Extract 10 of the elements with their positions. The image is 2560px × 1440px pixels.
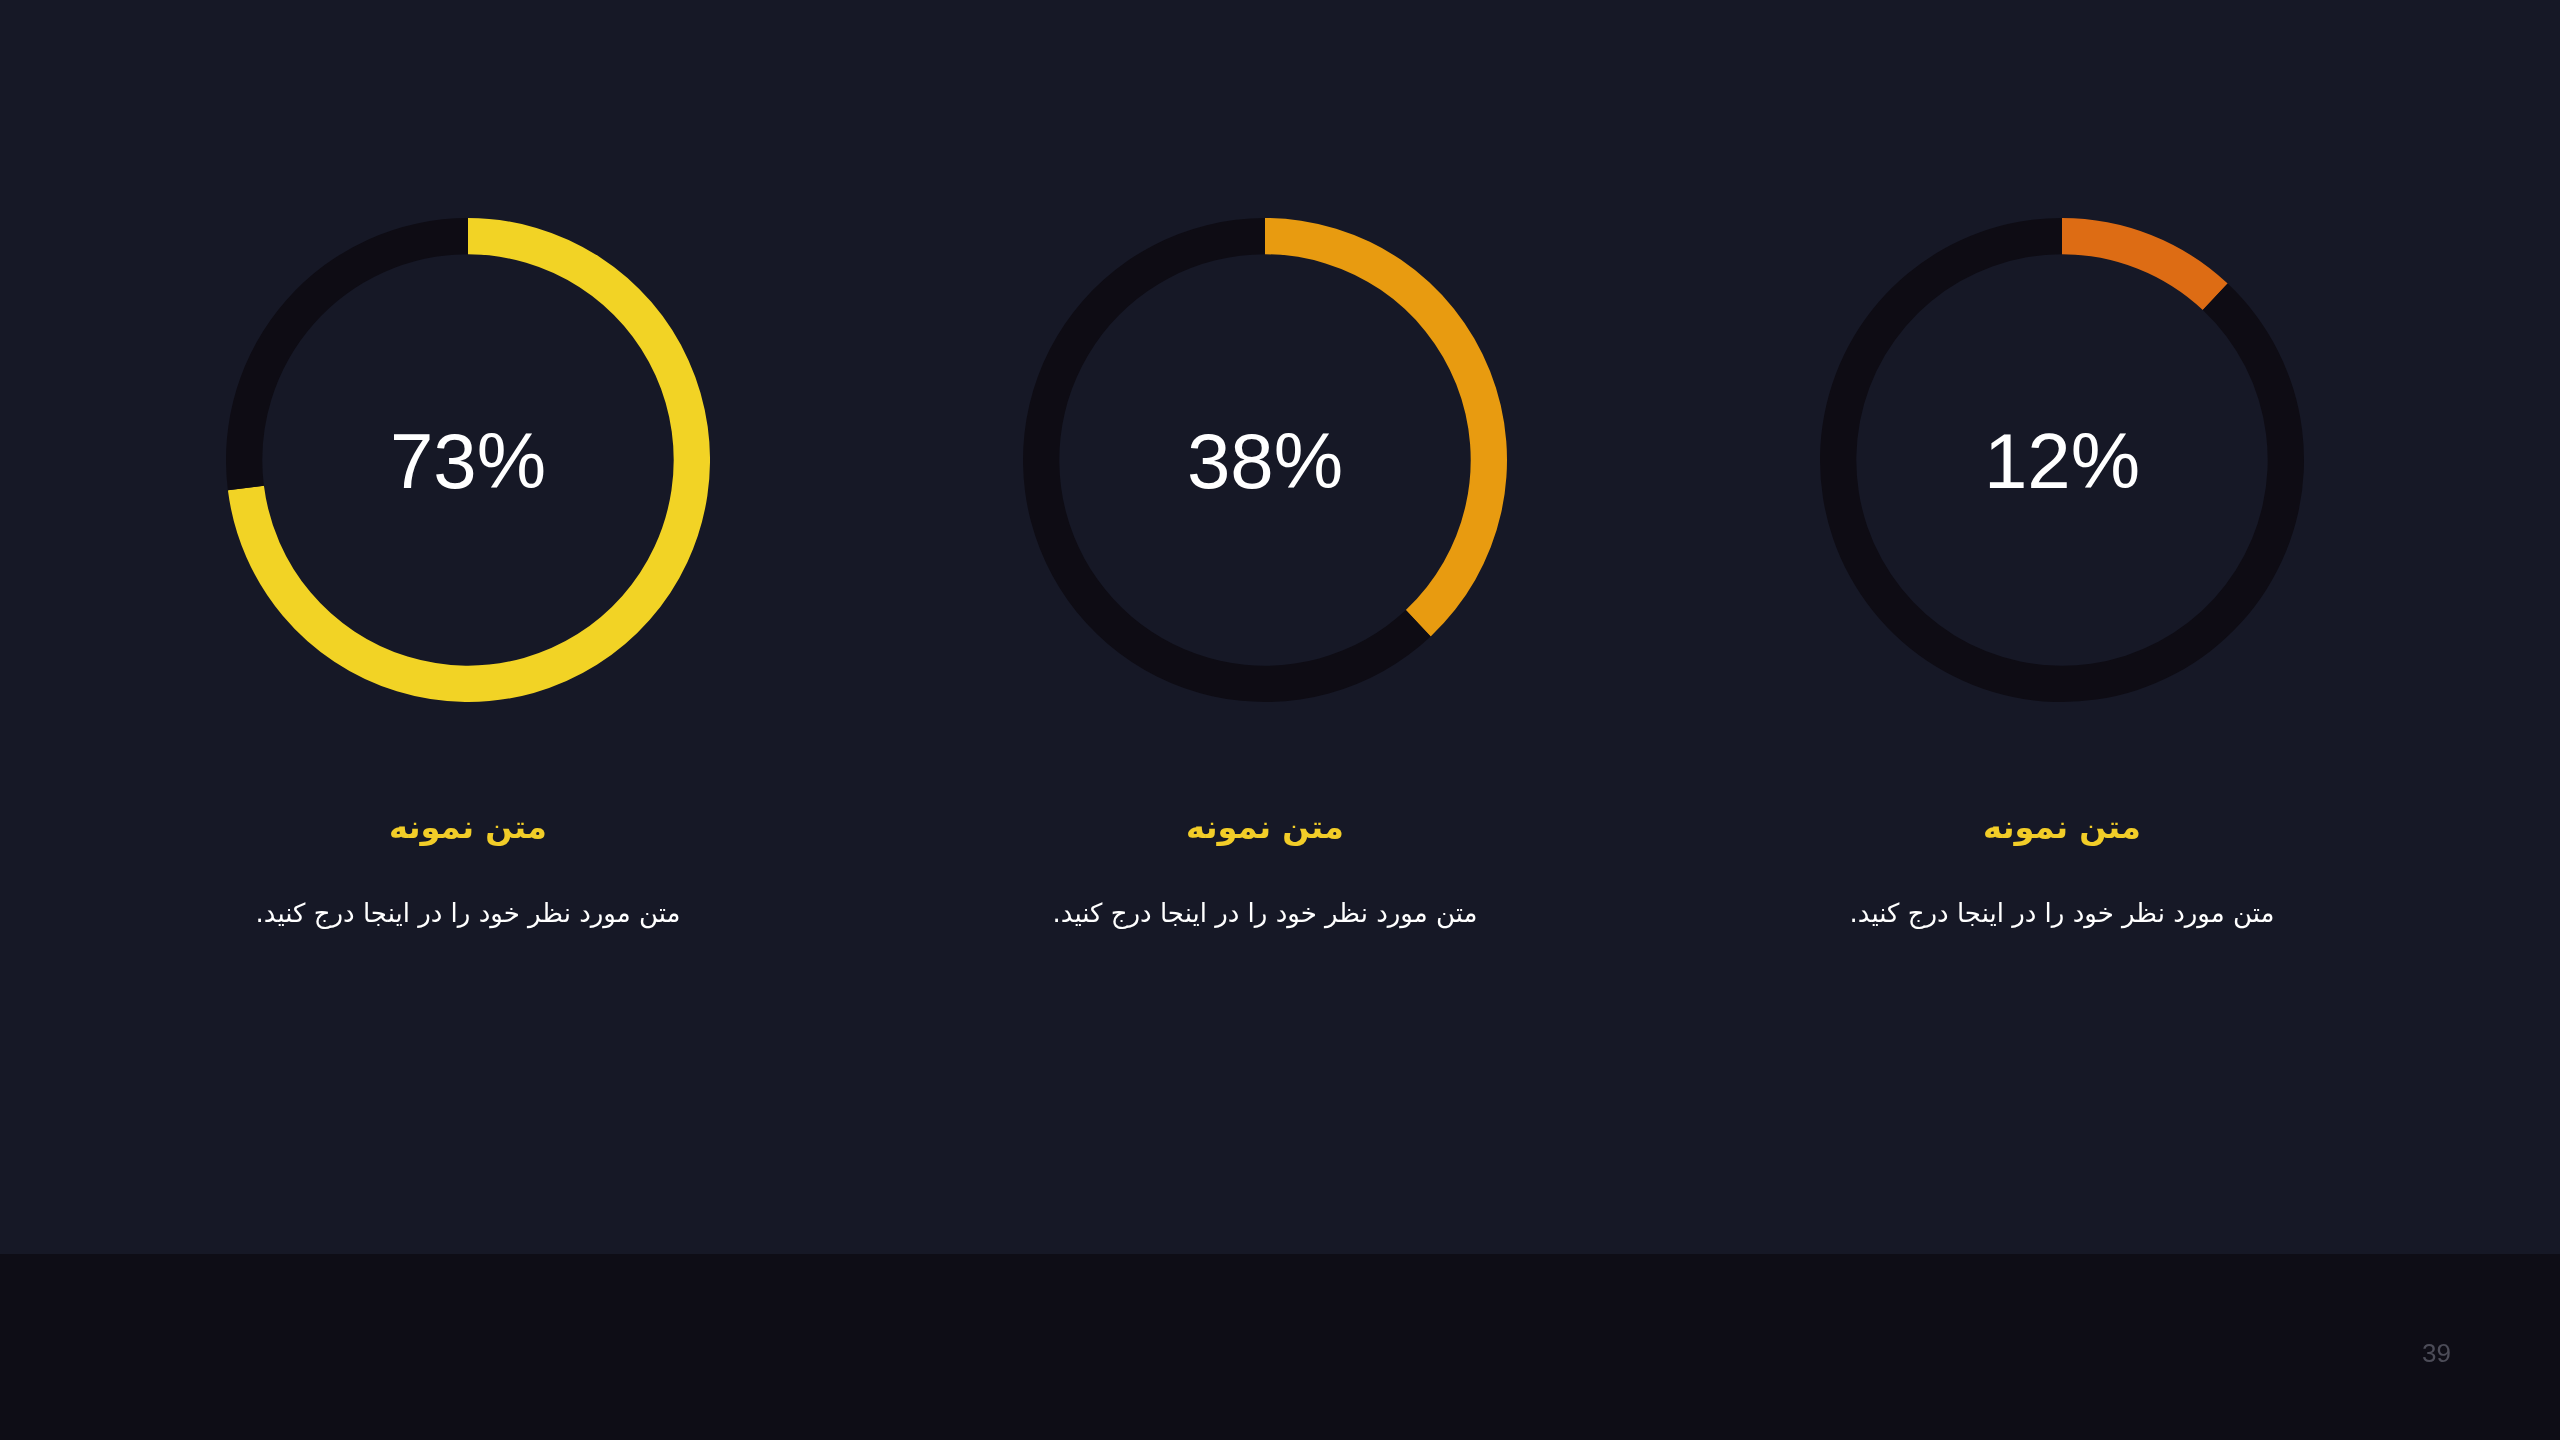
text: 38%: [1186, 417, 1344, 505]
text: متن نمونه: [389, 807, 547, 848]
text: متن نمونه: [1983, 807, 2141, 848]
text: متن نمونه: [1186, 807, 1344, 848]
text: متن مورد نظر خود را در اینجا درج کنید.: [1052, 897, 1478, 931]
text: 12%: [1983, 417, 2141, 505]
text: 39: [2422, 1337, 2451, 1370]
text: متن مورد نظر خود را در اینجا درج کنید.: [1849, 897, 2275, 931]
text: 73%: [389, 417, 547, 505]
text: متن مورد نظر خود را در اینجا درج کنید.: [255, 897, 681, 931]
